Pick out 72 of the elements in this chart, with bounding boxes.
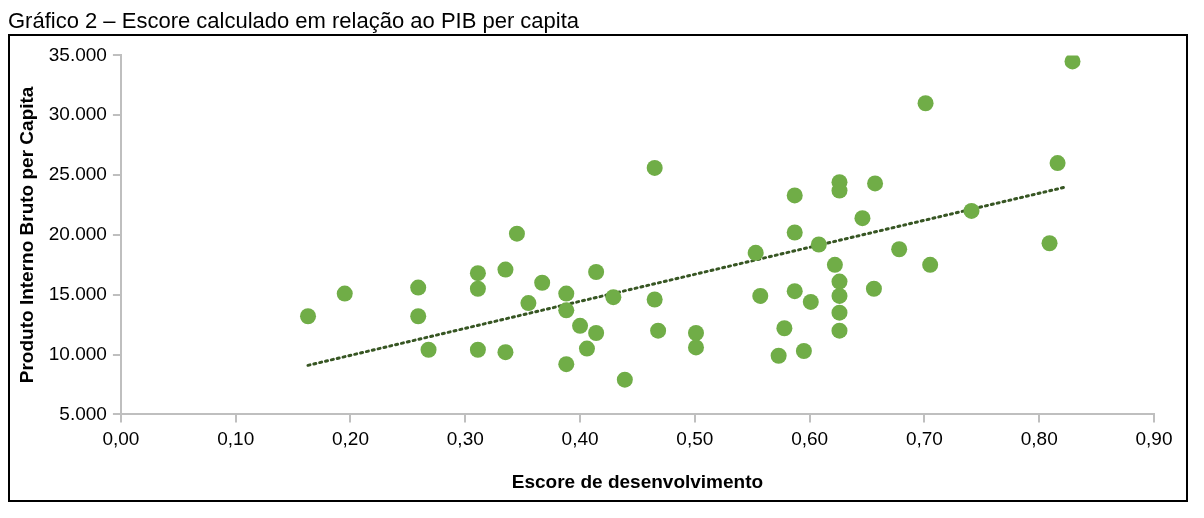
x-tick-label: 0,80 xyxy=(1020,428,1058,450)
point xyxy=(650,322,667,339)
point xyxy=(747,244,764,261)
point xyxy=(605,289,622,306)
point xyxy=(963,202,980,219)
x-tick-label: 0,20 xyxy=(332,428,369,450)
point xyxy=(469,341,486,358)
y-tick-label: 15.000 xyxy=(48,282,107,304)
x-axis-title: Escore de desenvolvimento xyxy=(511,470,764,492)
point xyxy=(752,287,769,304)
y-tick-label: 5.000 xyxy=(59,402,107,424)
y-axis-title: Produto Interno Bruto per Capita xyxy=(15,86,37,384)
point xyxy=(1041,235,1058,252)
x-tick-label: 0,40 xyxy=(561,428,599,450)
point xyxy=(831,273,848,290)
point xyxy=(469,265,486,282)
x-tick-label: 0,50 xyxy=(676,428,714,450)
point xyxy=(578,340,595,357)
point xyxy=(688,339,704,356)
point xyxy=(588,264,605,280)
point xyxy=(497,344,514,361)
point xyxy=(688,325,704,342)
point xyxy=(826,256,843,273)
point xyxy=(865,280,882,297)
point xyxy=(831,304,848,321)
y-tick-label: 25.000 xyxy=(48,163,107,185)
point xyxy=(802,293,819,310)
y-tick-label: 30.000 xyxy=(48,103,107,125)
point xyxy=(572,317,589,334)
y-tick-label: 20.000 xyxy=(48,223,107,245)
point xyxy=(410,308,427,325)
point xyxy=(588,325,605,342)
point xyxy=(831,287,848,304)
point xyxy=(831,322,848,339)
point xyxy=(616,371,633,388)
point xyxy=(854,210,871,227)
x-tick-label: 0,30 xyxy=(446,428,484,450)
point xyxy=(508,225,525,242)
point xyxy=(497,261,514,278)
point xyxy=(300,308,317,325)
point xyxy=(534,274,551,291)
point xyxy=(786,187,803,204)
y-tick-label: 35.000 xyxy=(48,43,107,65)
point xyxy=(917,95,934,112)
point xyxy=(922,256,939,273)
point xyxy=(336,285,353,302)
point xyxy=(646,159,663,176)
point xyxy=(469,280,486,297)
point xyxy=(520,295,537,312)
point xyxy=(776,320,793,337)
x-tick-label: 0,70 xyxy=(905,428,943,450)
x-tick-label: 0,00 xyxy=(102,428,140,450)
point xyxy=(410,279,427,296)
x-tick-label: 0,60 xyxy=(791,428,829,450)
y-tick-label: 10.000 xyxy=(48,342,107,364)
point xyxy=(1064,55,1081,70)
point xyxy=(558,356,575,373)
point xyxy=(786,224,803,241)
point xyxy=(420,341,437,358)
x-tick-label: 0,90 xyxy=(1135,428,1173,450)
point xyxy=(795,342,812,359)
point xyxy=(891,241,908,258)
chart-title: Gráfico 2 – Escore calculado em relação ao PIB per capita xyxy=(8,8,581,34)
x-tick-label: 0,10 xyxy=(217,428,255,450)
point xyxy=(786,283,803,300)
point xyxy=(558,302,575,319)
point xyxy=(867,175,884,192)
point xyxy=(1049,155,1066,172)
point xyxy=(810,236,827,253)
point xyxy=(646,291,663,308)
point xyxy=(770,347,787,364)
point xyxy=(558,285,575,302)
